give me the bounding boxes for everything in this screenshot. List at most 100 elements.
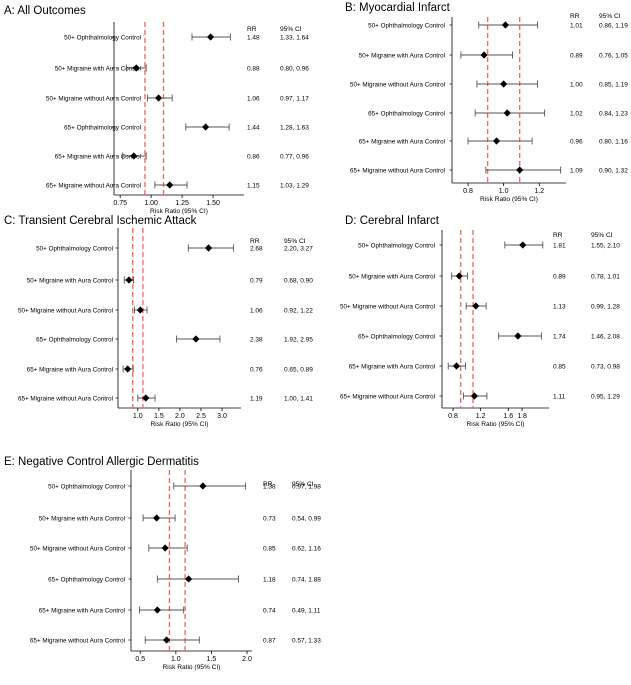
ci-value: 0.95, 1.29 [591, 393, 620, 400]
rr-value: 1.06 [247, 95, 260, 102]
row-label: 50+ Ophthalmology Control [48, 483, 125, 490]
point-estimate-marker [516, 166, 524, 174]
x-tick-label: 2.0 [175, 413, 185, 420]
rr-column-header: RR [247, 26, 257, 33]
row-label: 65+ Ophthalmology Control [48, 576, 125, 583]
rr-value: 1.18 [263, 576, 276, 583]
rr-value: 1.38 [263, 483, 276, 490]
ci-value: 0.90, 1.32 [599, 167, 628, 174]
row-label: 65+ Migraine without Aura Control [46, 182, 141, 189]
ci-value: 0.97, 1.17 [280, 95, 309, 102]
point-estimate-marker [166, 181, 174, 189]
row-label: 50+ Migraine with Aura Control [39, 515, 125, 522]
point-estimate-marker [202, 123, 210, 131]
ci-value: 0.57, 1.33 [292, 637, 321, 644]
point-estimate-marker [500, 80, 508, 88]
panel-title: D: Cerebral Infarct [345, 215, 440, 227]
row-label: 65+ Ophthalmology Control [358, 333, 435, 340]
x-tick-label: 1.2 [534, 188, 544, 195]
row-label: 50+ Migraine without Aura Control [30, 545, 125, 552]
rr-value: 1.00 [570, 81, 583, 88]
ci-value: 1.55, 2.10 [591, 242, 620, 249]
forest-row: 50+ Migraine with Aura Control 0.88 0.80, … [55, 64, 309, 72]
row-label: 65+ Ophthalmology Control [36, 336, 113, 343]
ci-value: 0.65, 0.89 [284, 366, 313, 373]
point-estimate-marker [185, 575, 193, 583]
ci-value: 1.92, 2.95 [284, 336, 313, 343]
forest-row: 65+ Migraine without Aura Control 1.19 1.0… [18, 394, 313, 402]
rr-value: 1.01 [570, 22, 583, 29]
forest-row: 50+ Migraine without Aura Control 1.06 0.9… [46, 94, 309, 102]
x-tick-label: 1.0 [499, 188, 509, 195]
row-label: 65+ Migraine with Aura Control [27, 366, 113, 373]
point-estimate-marker [204, 244, 213, 252]
x-tick-label: 0.8 [463, 188, 473, 195]
rr-value: 1.11 [553, 393, 566, 400]
rr-value: 1.06 [250, 307, 263, 314]
forest-row: 50+ Ophthalmology Control 2.68 2.20, 3.27 [36, 244, 313, 252]
ci-value: 0.62, 1.16 [292, 545, 321, 552]
ci-column-header: 95% CI [292, 481, 314, 488]
point-estimate-marker [154, 94, 163, 102]
row-label: 50+ Migraine without Aura Control [340, 303, 435, 310]
rr-value: 0.79 [250, 277, 263, 284]
row-label: 65+ Migraine without Aura Control [30, 637, 125, 644]
ci-value: 2.20, 3.27 [284, 245, 313, 252]
forest-row: 50+ Migraine without Aura Control 0.85 0.6… [30, 544, 321, 552]
point-estimate-marker [501, 21, 510, 29]
ci-value: 0.97, 1.98 [292, 483, 321, 490]
rr-value: 1.02 [570, 110, 583, 117]
point-estimate-marker [480, 51, 488, 59]
x-tick-label: 1.5 [207, 656, 217, 663]
point-estimate-marker [455, 272, 463, 280]
point-estimate-marker [206, 33, 215, 41]
x-tick-label: 1.5 [154, 413, 164, 420]
x-tick-label: 0.5 [135, 656, 145, 663]
ci-value: 0.74, 1.88 [292, 576, 321, 583]
forest-row: 65+ Ophthalmology Control 1.18 0.74, 1.88 [48, 575, 321, 583]
row-label: 50+ Migraine with Aura Control [359, 52, 445, 59]
forest-row: 50+ Migraine without Aura Control 1.13 0.9… [340, 302, 620, 310]
row-label: 50+ Migraine with Aura Control [349, 273, 435, 280]
forest-row: 65+ Migraine with Aura Control 0.76 0.65, … [27, 365, 313, 373]
forest-row: 65+ Ophthalmology Control 1.02 0.84, 1.23 [368, 109, 628, 117]
forest-row: 65+ Migraine without Aura Control 0.87 0.5… [30, 636, 321, 644]
forest-row: 50+ Ophthalmology Control 1.01 0.86, 1.19 [368, 21, 628, 29]
x-tick-label: 3.0 [217, 413, 227, 420]
forest-row: 50+ Ophthalmology Control 1.81 1.55, 2.10 [358, 241, 620, 249]
x-tick-label: 2.0 [242, 656, 252, 663]
forest-row: 50+ Migraine without Aura Control 1.00 0.8… [350, 80, 628, 88]
forest-panel: E: Negative Control Allergic Dermatitis 0… [4, 456, 321, 671]
forest-row: 50+ Migraine with Aura Control 0.89 0.76, … [359, 51, 628, 59]
ci-value: 0.85, 1.19 [599, 81, 628, 88]
x-tick-label: 1.8 [517, 413, 527, 420]
rr-column-header: RR [570, 13, 580, 20]
point-estimate-marker [472, 302, 480, 310]
row-label: 65+ Ophthalmology Control [368, 110, 445, 117]
x-axis-label: Risk Ratio (95% CI) [480, 196, 538, 203]
rr-value: 0.88 [247, 65, 260, 72]
row-label: 50+ Migraine without Aura Control [18, 307, 113, 314]
x-axis-label: Risk Ratio (95% CI) [163, 664, 221, 671]
x-axis-label: Risk Ratio (95% CI) [150, 208, 208, 215]
ci-value: 0.78, 1.01 [591, 273, 620, 280]
row-label: 65+ Migraine without Aura Control [340, 393, 435, 400]
rr-value: 2.68 [250, 245, 263, 252]
ci-column-header: 95% CI [599, 13, 621, 20]
ci-value: 0.49, 1.11 [292, 607, 321, 614]
point-estimate-marker [153, 514, 161, 522]
forest-row: 50+ Migraine with Aura Control 0.79 0.68, … [27, 276, 313, 284]
point-estimate-marker [452, 362, 461, 370]
x-axis-label: Risk Ratio (95% CI) [151, 421, 209, 428]
x-tick-label: 1.0 [171, 656, 181, 663]
row-label: 65+ Migraine with Aura Control [39, 607, 125, 614]
point-estimate-marker [142, 394, 150, 402]
rr-value: 0.86 [247, 153, 260, 160]
rr-value: 1.15 [247, 182, 260, 189]
ci-column-header: 95% CI [591, 232, 613, 239]
ci-value: 0.99, 1.28 [591, 303, 620, 310]
rr-value: 1.09 [570, 167, 583, 174]
x-tick-label: 1.6 [503, 413, 513, 420]
